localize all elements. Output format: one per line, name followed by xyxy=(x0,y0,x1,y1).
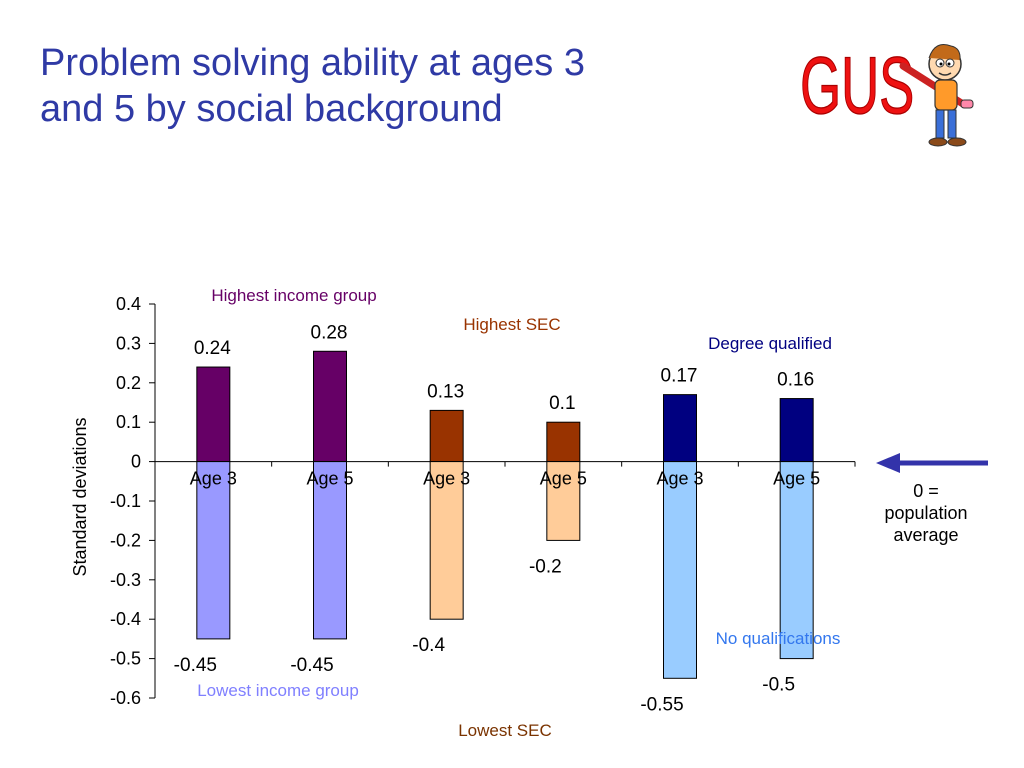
annotation-line: population xyxy=(884,503,967,523)
axes-layer xyxy=(149,303,856,699)
bar xyxy=(546,421,581,463)
legend-no-qualifications: No qualifications xyxy=(716,629,841,648)
annotation-line: average xyxy=(893,525,958,545)
cartoon-boy-icon xyxy=(899,44,974,147)
bar xyxy=(663,461,697,679)
bar xyxy=(429,461,464,620)
legend-lowest-income: Lowest income group xyxy=(197,681,359,700)
y-tick-label: 0 xyxy=(131,452,141,472)
data-label: -0.4 xyxy=(412,635,445,656)
title-line-1: Problem solving ability at ages 3 xyxy=(40,42,585,84)
title-line-2: and 5 by social background xyxy=(40,88,503,130)
bar xyxy=(196,366,231,463)
y-tick-label: -0.4 xyxy=(110,609,141,629)
data-label: -0.45 xyxy=(174,655,217,676)
y-tick-label: 0.3 xyxy=(116,333,141,353)
y-tick-label: -0.5 xyxy=(110,649,141,669)
bars-layer xyxy=(196,350,814,679)
population-average-arrow xyxy=(876,453,988,473)
y-tick-label: 0.2 xyxy=(116,373,141,393)
x-tick-label: Age 5 xyxy=(306,469,353,489)
data-label: 0.13 xyxy=(427,381,464,402)
x-tick-label: Age 5 xyxy=(540,469,587,489)
data-label: 0.28 xyxy=(311,322,348,343)
y-tick-label: -0.6 xyxy=(110,688,141,708)
population-average-note: 0 = population average xyxy=(884,481,967,545)
y-tick-label: 0.1 xyxy=(116,412,141,432)
labels-layer: 0.4 0.3 0.2 0.1 0 -0.1 -0.2 -0.3 -0.4 -0.5 -0.6 0.2… xyxy=(110,294,820,715)
y-tick-label: -0.1 xyxy=(110,491,141,511)
gus-logo: GUS xyxy=(800,40,974,147)
y-axis-label: Standard deviations xyxy=(70,417,90,576)
logo-lettering: GUS xyxy=(800,41,914,131)
x-tick-label: Age 3 xyxy=(190,469,237,489)
data-label: 0.24 xyxy=(194,338,231,359)
bar xyxy=(546,461,581,541)
bar xyxy=(779,398,814,463)
legend-lowest-sec: Lowest SEC xyxy=(458,721,552,740)
x-tick-label: Age 5 xyxy=(773,469,820,489)
bar xyxy=(313,350,347,463)
x-tick-label: Age 3 xyxy=(423,469,470,489)
bar xyxy=(429,409,464,463)
y-tick-label: -0.3 xyxy=(110,570,141,590)
legend-highest-income: Highest income group xyxy=(211,286,376,305)
data-label: 0.1 xyxy=(549,393,575,414)
legend-degree-qualified: Degree qualified xyxy=(708,334,832,353)
bar xyxy=(779,461,814,660)
y-tick-label: -0.2 xyxy=(110,530,141,550)
bar xyxy=(196,461,231,640)
bar xyxy=(663,394,697,463)
annotation-line: 0 = xyxy=(913,481,939,501)
y-tick-label: 0.4 xyxy=(116,294,141,314)
data-label: -0.2 xyxy=(529,556,562,577)
x-tick-label: Age 3 xyxy=(656,469,703,489)
legend-highest-sec: Highest SEC xyxy=(463,315,560,334)
data-label: 0.16 xyxy=(777,370,814,391)
data-label: -0.5 xyxy=(762,675,795,696)
bar xyxy=(313,461,347,640)
data-label: -0.45 xyxy=(290,655,333,676)
slide-title: Problem solving ability at ages 3 and 5 … xyxy=(40,40,740,132)
data-label: -0.55 xyxy=(640,694,683,715)
data-label: 0.17 xyxy=(661,366,698,387)
